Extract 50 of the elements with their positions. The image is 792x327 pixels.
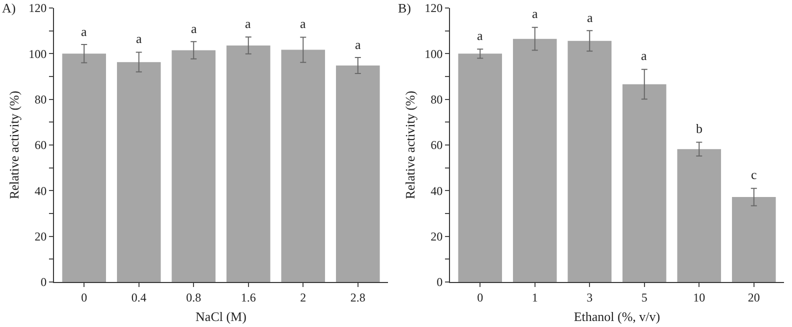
bar [568, 40, 612, 282]
x-tick-label: 5 [641, 290, 648, 304]
y-tick-label: 120 [28, 1, 47, 16]
annotation: c [751, 167, 757, 182]
annotation: a [300, 16, 306, 31]
y-tick-label: 80 [430, 92, 443, 107]
x-tick-label: 2.8 [350, 290, 366, 304]
y-tick-label: 120 [424, 1, 443, 16]
x-tick-label: 0 [81, 290, 88, 304]
y-tick-label: 20 [430, 230, 443, 244]
annotation: a [477, 28, 483, 43]
annotation: a [587, 10, 593, 25]
bar [622, 84, 666, 282]
y-tick-label: 80 [34, 92, 47, 107]
x-axis-title: Ethanol (%, v/v) [574, 309, 660, 324]
y-tick-label: 60 [430, 138, 443, 152]
annotation: a [355, 37, 361, 52]
bar [512, 38, 557, 282]
annotation: b [696, 121, 702, 136]
y-tick-label: 0 [436, 275, 443, 290]
x-tick-label: 1.6 [240, 290, 256, 304]
x-tick-label: 3 [586, 290, 593, 304]
annotation: a [641, 48, 647, 63]
x-tick-label: 0.8 [186, 290, 202, 304]
y-axis-title: Relative activity (%) [402, 90, 418, 200]
x-tick-label: 0.4 [131, 290, 146, 304]
bar [458, 54, 502, 282]
annotation: a [532, 6, 538, 21]
annotation: a [191, 21, 197, 36]
annotation: a [136, 31, 142, 46]
annotation: a [81, 24, 87, 39]
y-tick-label: 20 [34, 230, 47, 244]
x-tick-label: 10 [693, 290, 706, 304]
y-tick-label: 40 [34, 184, 47, 198]
chart-title: A) [2, 0, 16, 16]
y-tick-label: 100 [28, 46, 47, 61]
x-tick-label: 2 [300, 290, 306, 304]
x-axis-title: NaCl (M) [196, 309, 246, 324]
bar [677, 149, 722, 282]
y-tick-label: 40 [430, 184, 443, 198]
y-tick-label: 60 [34, 138, 47, 152]
y-tick-label: 100 [424, 46, 443, 61]
x-tick-label: 0 [477, 290, 484, 304]
chart-title: B) [398, 0, 411, 16]
x-tick-label: 1 [532, 290, 538, 304]
bar [732, 197, 776, 282]
y-tick-label: 0 [40, 275, 47, 290]
annotation: a [245, 16, 251, 31]
y-axis-title: Relative activity (%) [6, 90, 22, 200]
x-tick-label: 20 [748, 290, 760, 304]
